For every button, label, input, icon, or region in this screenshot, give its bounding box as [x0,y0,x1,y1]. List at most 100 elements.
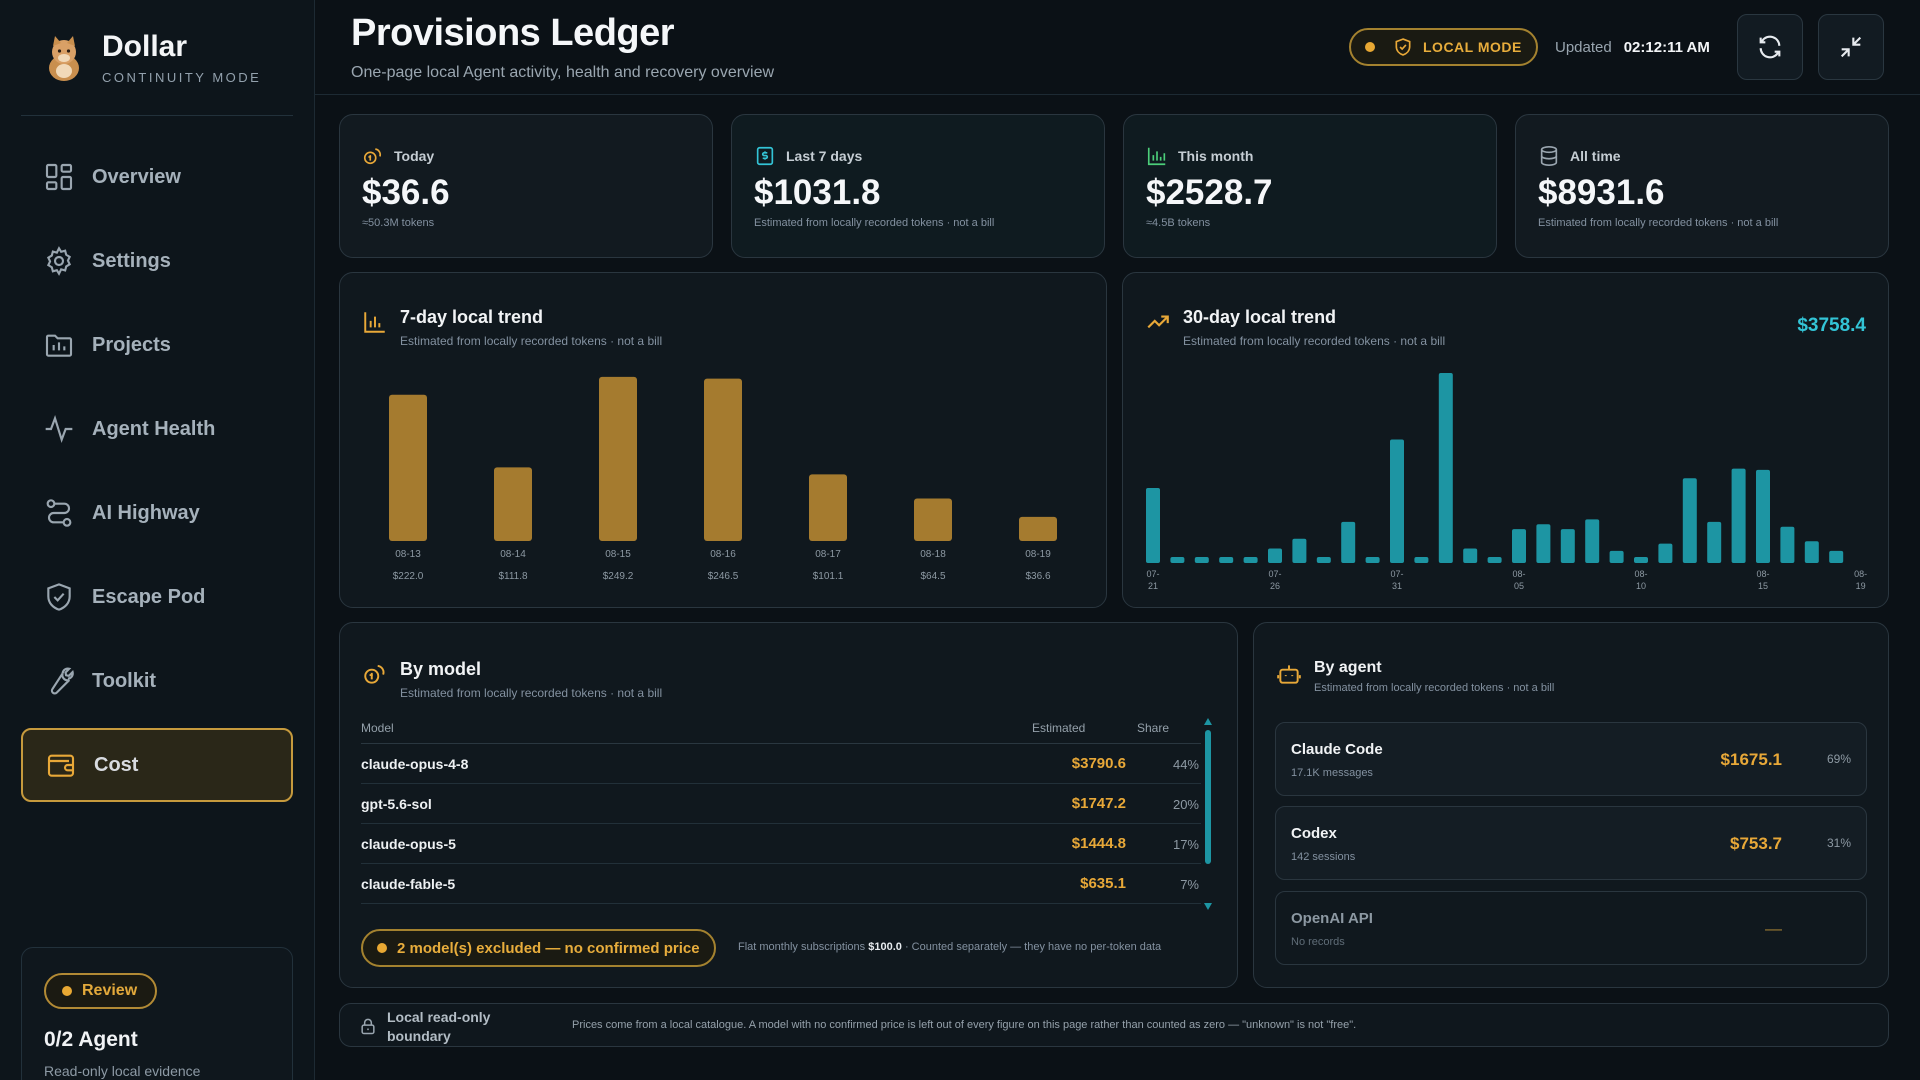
column-header-estimated[interactable]: Estimated [1032,721,1086,735]
trending-up-icon [1147,315,1169,329]
review-badge[interactable]: Review [44,973,158,1009]
coins-icon [363,148,382,165]
model-name: gpt-5.6-sol [361,796,432,812]
sidebar-item-settings[interactable]: Settings [21,224,293,298]
agent-row-openai-api[interactable]: OpenAI API No records — [1275,891,1867,965]
refresh-icon [1759,35,1781,59]
agent-name: OpenAI API [1291,910,1373,927]
agent-detail: 142 sessions [1291,851,1356,863]
header-divider [315,94,1920,95]
bar [1585,519,1600,563]
agent-row-codex[interactable]: Codex 142 sessions $753.7 31% [1275,806,1867,880]
refresh-button[interactable] [1737,14,1803,80]
bar-value-label: $249.2 [603,571,634,582]
review-title: 0/2 Agent [44,1028,138,1051]
model-estimated: $3790.6 [1071,755,1126,772]
bar [1438,373,1453,563]
bar [494,467,532,541]
column-header-model[interactable]: Model [361,721,394,735]
agent-share: 69% [1826,752,1851,766]
sidebar-item-label: Projects [92,333,171,356]
bar [1268,548,1282,563]
table-row[interactable]: claude-opus-5 $1444.8 17% [361,824,1201,864]
table-row[interactable]: gpt-5.6-sol $1747.2 20% [361,784,1201,824]
sidebar: Dollar CONTINUITY MODE Overview Settings… [0,0,315,1080]
table-scrollbar[interactable] [1204,718,1212,910]
collapse-icon [1840,36,1862,58]
collapse-button[interactable] [1818,14,1884,80]
x-tick-label: 19 [1856,581,1866,591]
column-header-share[interactable]: Share [1137,721,1170,735]
route-icon [46,499,72,527]
table-row[interactable]: claude-fable-5 $635.1 7% [361,864,1201,904]
bar [1560,529,1575,563]
bar [1243,556,1258,563]
flat-subscriptions-note: Flat monthly subscriptions $100.0 · Coun… [738,941,1161,953]
x-tick-label: 31 [1392,581,1402,591]
table-row[interactable]: claude-opus-4-8 $3790.6 44% [361,744,1201,784]
sidebar-item-escape-pod[interactable]: Escape Pod [21,560,293,634]
bar [1019,516,1057,541]
x-tick-label: 08-14 [500,549,526,560]
model-share: 17% [1172,837,1199,852]
table-header-divider [361,743,1201,744]
scroll-up-arrow-icon[interactable] [1204,718,1212,725]
thirty-day-trend-panel: 30-day local trend Estimated from locall… [1122,272,1889,608]
sidebar-item-toolkit[interactable]: Toolkit [21,644,293,718]
stat-label: Today [394,148,435,164]
grid-icon [45,163,73,191]
stat-label: Last 7 days [786,148,863,164]
x-tick-label: 08-19 [1025,549,1051,560]
model-name: claude-opus-4-8 [361,756,469,772]
brand: Dollar CONTINUITY MODE [44,30,261,85]
seven-day-trend-panel: 7-day local trend Estimated from locally… [339,272,1107,608]
thirty-day-bar-chart: 07- 21 07- 26 07- 31 08- 05 08- 10 08- 15 08- 19 [1146,373,1867,591]
x-tick-label: 08-16 [710,549,736,560]
bar [389,394,427,541]
agent-detail: 17.1K messages [1291,767,1373,779]
bar [1146,487,1160,563]
sidebar-item-overview[interactable]: Overview [21,140,293,214]
scrollbar-thumb[interactable] [1205,730,1211,864]
scroll-down-arrow-icon[interactable] [1204,903,1212,910]
page-subtitle: One-page local Agent activity, health an… [351,64,775,81]
stat-label: All time [1570,148,1621,164]
x-tick-label: 05 [1514,581,1524,591]
brand-subtitle: CONTINUITY MODE [102,70,262,85]
brand-title: Dollar [102,30,188,63]
stat-value: $1031.8 [754,173,881,212]
bar [1756,469,1770,563]
wallet-icon [47,754,75,777]
stat-card-all-time: All time $8931.6 Estimated from locally … [1515,114,1889,258]
thirty-day-total: $3758.4 [1797,315,1866,336]
sidebar-item-agent-health[interactable]: Agent Health [21,392,293,466]
bar [1780,526,1795,563]
x-tick-label: 08- [1634,569,1647,579]
panel-title: 7-day local trend [400,307,544,327]
status-dot-icon [62,986,72,996]
sidebar-item-label: Settings [92,249,171,272]
sidebar-item-ai-highway[interactable]: AI Highway [21,476,293,550]
bar [1292,538,1307,563]
bar [1731,468,1746,563]
sidebar-nav: Overview Settings Projects Agent Health … [21,140,293,812]
excluded-models-badge[interactable]: 2 model(s) excluded — no confirmed price [361,929,716,967]
bar [1316,556,1331,563]
updated-time: 02:12:11 AM [1623,39,1710,56]
excluded-models-label: 2 model(s) excluded — no confirmed price [397,939,700,957]
sidebar-item-cost[interactable]: Cost [21,728,293,802]
bar [1390,439,1404,563]
panel-subtitle: Estimated from locally recorded tokens ·… [1314,682,1555,694]
bar-value-label: $64.5 [920,571,945,582]
panel-title: By model [400,659,482,679]
stat-value: $2528.7 [1146,173,1273,212]
agent-row-claude-code[interactable]: Claude Code 17.1K messages $1675.1 69% [1275,722,1867,796]
panel-subtitle: Estimated from locally recorded tokens ·… [1183,334,1446,348]
sidebar-item-label: Agent Health [92,417,216,440]
agent-value: $753.7 [1730,834,1782,853]
bar-value-label: $222.0 [393,571,424,582]
robot-icon [1277,665,1301,684]
page-title: Provisions Ledger [351,12,675,54]
sidebar-item-projects[interactable]: Projects [21,308,293,382]
panel-title: By agent [1314,659,1382,676]
